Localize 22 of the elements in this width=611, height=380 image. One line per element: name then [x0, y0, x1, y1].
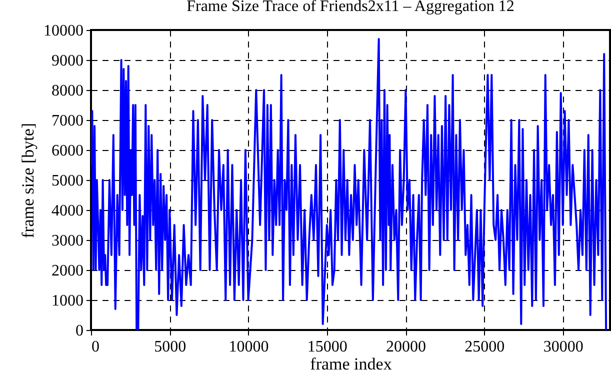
y-tick-label: 3000 [52, 232, 84, 250]
x-axis-title: frame index [310, 354, 392, 374]
y-tick-label: 0 [76, 322, 84, 340]
y-axis-title: frame size [byte] [18, 122, 38, 238]
chart-title: Frame Size Trace of Friends2x11 – Aggregation 12 [186, 0, 514, 15]
x-tick-label: 25000 [464, 338, 505, 356]
y-tick-label: 6000 [52, 142, 84, 160]
y-tick-label: 10000 [44, 22, 84, 40]
y-tick-label: 7000 [52, 112, 84, 130]
y-tick-label: 2000 [52, 262, 84, 280]
y-tick-label: 4000 [52, 202, 84, 220]
y-tick-label: 1000 [52, 292, 84, 310]
y-tick-label: 5000 [52, 172, 84, 190]
x-tick-label: 30000 [543, 338, 584, 356]
y-tick-label: 8000 [52, 82, 84, 100]
x-tick-label: 15000 [307, 338, 348, 356]
x-tick-label: 20000 [386, 338, 426, 356]
line-series [91, 38, 608, 330]
x-tick-label: 5000 [154, 338, 186, 356]
y-tick-label: 9000 [52, 52, 84, 70]
x-tick-label: 10000 [228, 338, 269, 356]
x-tick-label: 0 [92, 338, 100, 356]
